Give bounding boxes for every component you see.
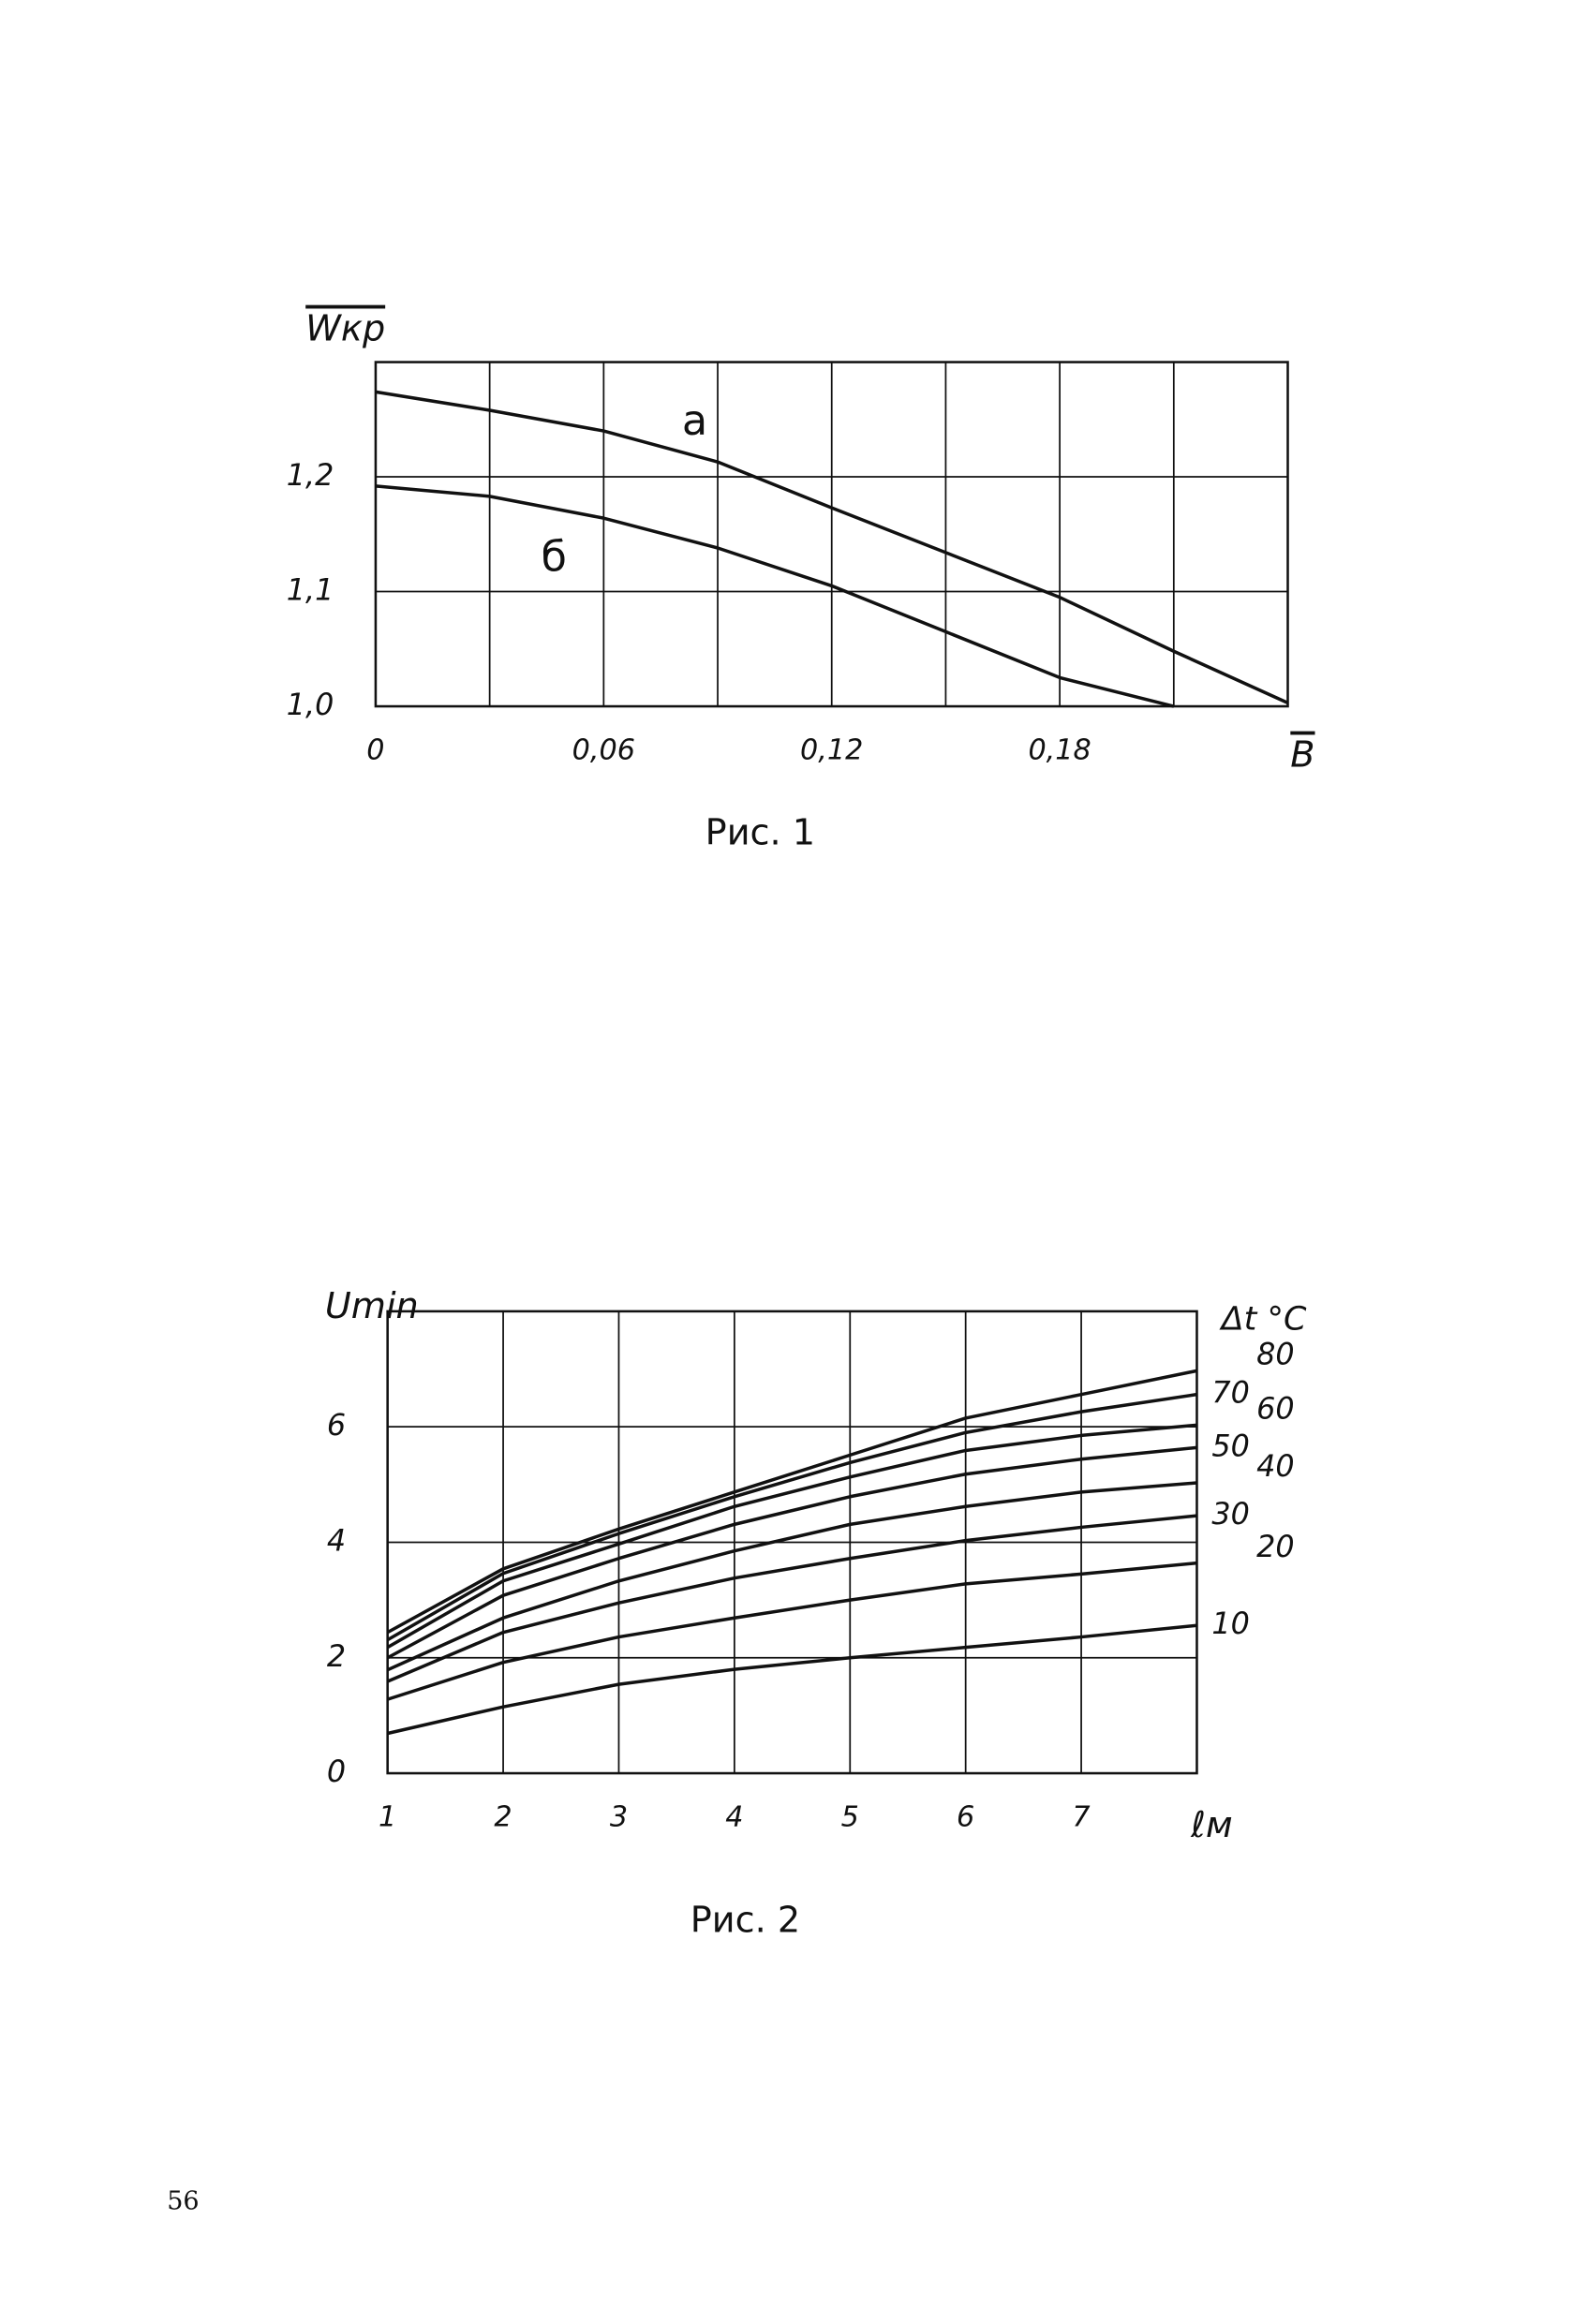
x-tick-label: 0,18: [1028, 733, 1091, 766]
y-axis-label: Wкр: [305, 309, 385, 350]
y-tick-label: 1,1: [287, 572, 334, 608]
y-tick-label: 0: [327, 1754, 346, 1789]
series-label: а: [682, 396, 707, 445]
y-tick-label: 6: [327, 1407, 346, 1443]
x-tick-label: 6: [957, 1800, 974, 1833]
curve: [386, 1392, 1197, 1642]
curve: [387, 1623, 1197, 1736]
figure-caption: Рис. 1: [705, 812, 815, 853]
x-tick-label: 3: [610, 1800, 628, 1833]
curve: [386, 1369, 1197, 1635]
curve: [386, 1445, 1197, 1660]
curve: [387, 1561, 1197, 1701]
series-label: 50: [1211, 1428, 1249, 1463]
x-tick-label: 7: [1072, 1800, 1090, 1833]
figure-caption: Рис. 2: [690, 1901, 800, 1942]
x-tick-label: 0,12: [800, 733, 863, 766]
x-tick-label: 2: [494, 1800, 512, 1833]
x-tick-label: 4: [725, 1800, 743, 1833]
curve: [375, 390, 1289, 704]
legend-title: Δt °C: [1219, 1300, 1307, 1338]
y-tick-label: 1,2: [287, 457, 334, 493]
series-label: 40: [1256, 1448, 1294, 1484]
x-tick-label: 0: [366, 733, 384, 766]
curve: [386, 1481, 1197, 1672]
y-tick-label: 2: [327, 1638, 346, 1674]
x-axis-label: B: [1290, 735, 1314, 777]
curve: [375, 484, 1175, 708]
y-tick-label: 1,0: [287, 687, 334, 722]
series-label: 30: [1211, 1496, 1249, 1532]
x-tick-label: 1: [379, 1800, 396, 1833]
x-axis-label: ℓм: [1190, 1805, 1233, 1846]
series-label: 10: [1211, 1606, 1249, 1641]
x-tick-label: 5: [841, 1800, 859, 1833]
series-label: 80: [1256, 1336, 1294, 1371]
series-label: 60: [1256, 1390, 1294, 1426]
series-label: 20: [1256, 1529, 1294, 1564]
series-label: б: [542, 533, 567, 582]
curve: [386, 1423, 1197, 1650]
y-axis-label: Umin: [325, 1286, 419, 1327]
curve: [386, 1514, 1197, 1683]
series-label: 70: [1211, 1375, 1249, 1411]
x-tick-label: 0,06: [572, 733, 635, 766]
page-number: 56: [167, 2187, 199, 2216]
y-tick-label: 4: [327, 1522, 346, 1558]
